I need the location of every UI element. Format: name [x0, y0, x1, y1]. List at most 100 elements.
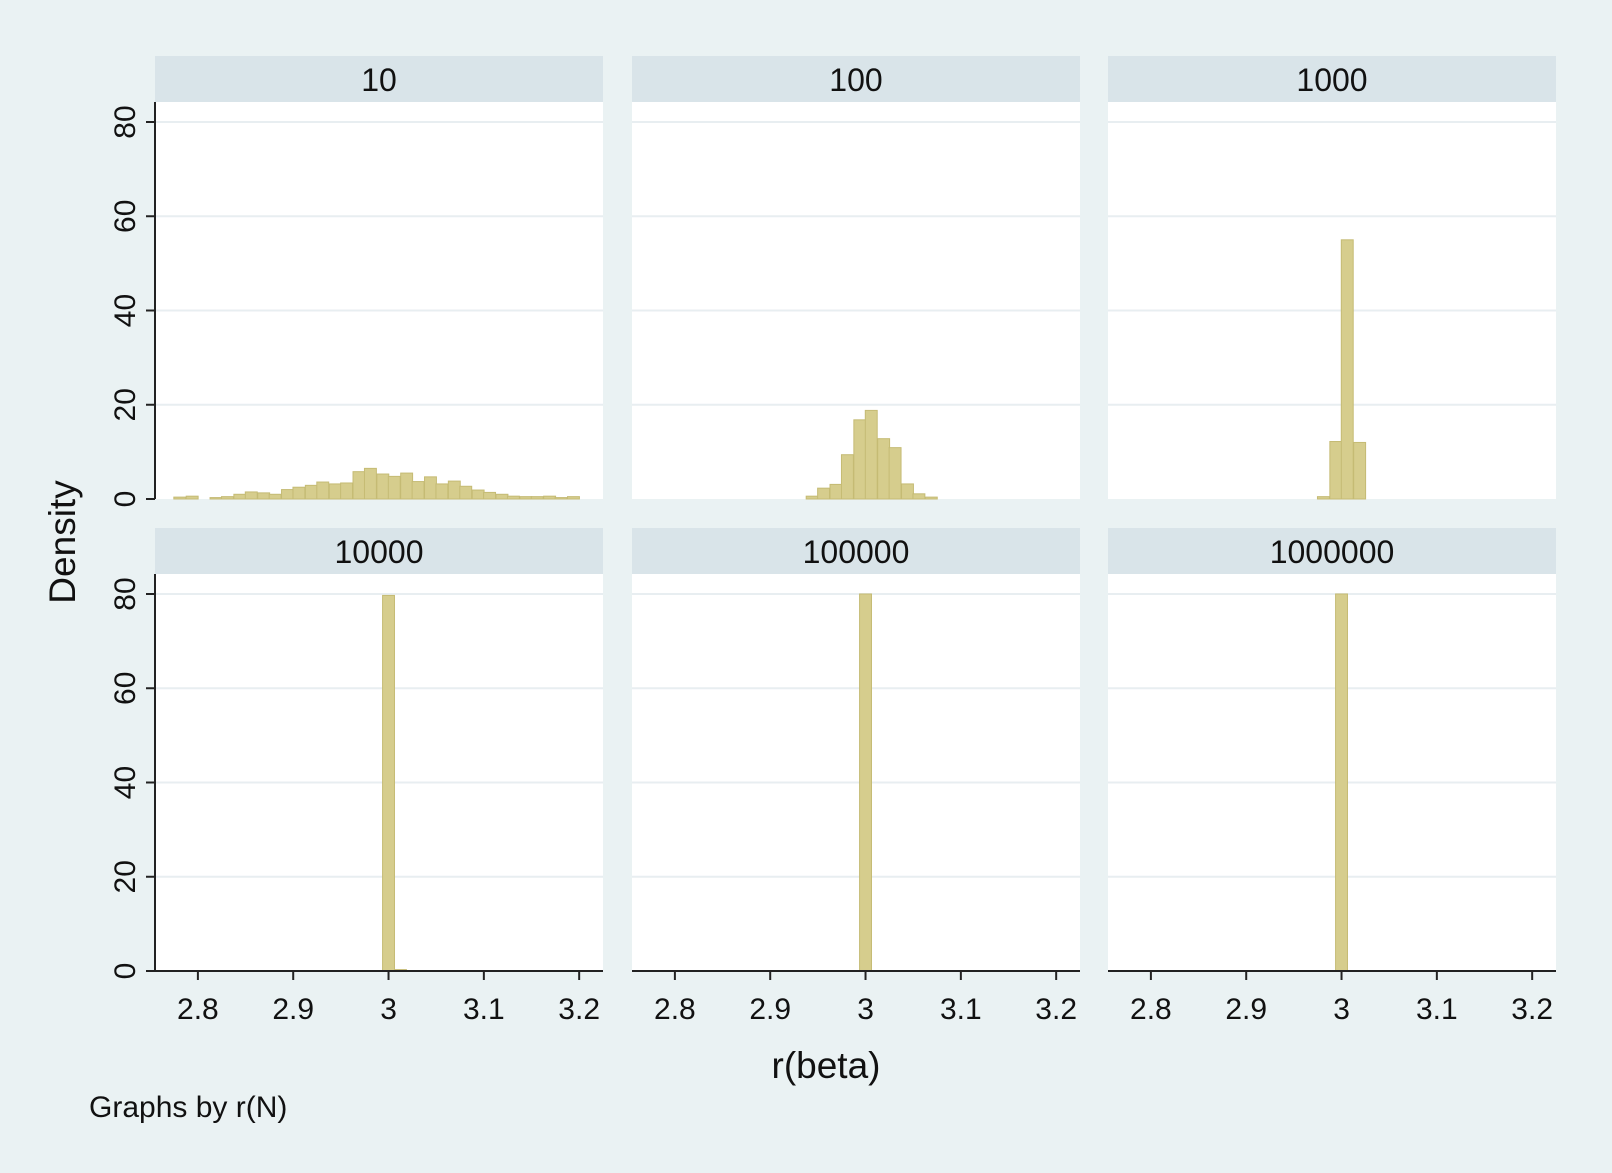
y-tick-label: 60 — [109, 672, 142, 705]
plot-area — [1108, 574, 1556, 971]
x-tick-label: 2.9 — [749, 993, 791, 1026]
histogram-bar — [817, 487, 831, 500]
y-axis-title: Density — [42, 480, 83, 604]
histogram-bar — [304, 484, 318, 500]
strip-label: 100000 — [803, 534, 910, 570]
plot-area — [632, 574, 1080, 971]
histogram-bar — [244, 491, 258, 500]
panel-10: 10 0 20 40 60 80 — [109, 56, 603, 507]
x-tick-label: 3.1 — [463, 993, 505, 1026]
panel-1000: 1000 — [1108, 56, 1556, 500]
histogram-bar — [530, 496, 544, 500]
histogram-bar — [447, 480, 461, 500]
histogram-bar — [1335, 593, 1348, 972]
x-tick-label: 3.1 — [1416, 993, 1458, 1026]
x-tick-label: 3 — [380, 993, 397, 1026]
histogram-bar — [877, 438, 891, 500]
histogram-bar — [185, 495, 199, 500]
histogram-bar — [257, 492, 271, 500]
histogram-bar — [328, 483, 342, 500]
graphs-by-note: Graphs by r(N) — [89, 1091, 287, 1124]
plot-area — [155, 574, 603, 971]
strip-label: 100 — [829, 62, 882, 98]
strip-label: 1000 — [1296, 62, 1367, 98]
x-tick-label: 2.8 — [177, 993, 219, 1026]
y-tick-label: 20 — [109, 860, 142, 893]
strip-label: 10000 — [335, 534, 424, 570]
strip-header — [155, 56, 603, 102]
histogram-bar — [853, 419, 867, 500]
y-tick-label: 80 — [109, 105, 142, 138]
x-tick-label: 3.2 — [1035, 993, 1077, 1026]
histogram-bar — [566, 496, 580, 500]
histogram-bar — [281, 489, 294, 500]
histogram-bar — [924, 496, 938, 500]
histogram-bar — [382, 594, 395, 972]
x-axis-title: r(beta) — [772, 1045, 881, 1086]
x-tick-label: 2.9 — [1225, 993, 1267, 1026]
histogram-bar — [316, 481, 330, 500]
strip-header — [155, 528, 603, 574]
strip-label: 10 — [361, 62, 397, 98]
histogram-bar — [495, 493, 509, 500]
y-tick-label: 0 — [109, 491, 142, 508]
x-tick-label: 3 — [857, 993, 874, 1026]
histogram-bar — [459, 485, 473, 500]
x-tick-label: 2.8 — [1130, 993, 1172, 1026]
histogram-bar — [888, 447, 902, 500]
histogram-bar — [411, 481, 425, 500]
histogram-bar — [387, 475, 401, 500]
histogram-bar — [1353, 441, 1367, 500]
histogram-bar — [1316, 496, 1330, 500]
histogram-bar — [805, 495, 819, 500]
panel-100000: 100000 2.8 2.9 3 3.1 3.2 — [632, 528, 1080, 1026]
strip-label: 1000000 — [1270, 534, 1395, 570]
panel-100: 100 — [632, 56, 1080, 500]
histogram-bar — [340, 482, 354, 500]
strip-header — [1108, 56, 1556, 102]
x-tick-label: 3.2 — [1511, 993, 1553, 1026]
histogram-bar — [233, 493, 247, 500]
strip-header — [632, 56, 1080, 102]
histogram-bar — [220, 496, 234, 500]
histogram-bar — [840, 454, 854, 500]
histogram-bar — [376, 473, 390, 500]
histogram-bar — [173, 496, 187, 500]
y-tick-label: 20 — [109, 388, 142, 421]
strip-header — [1108, 528, 1556, 574]
x-tick-label: 3 — [1333, 993, 1350, 1026]
panel-10000: 10000 0 20 40 60 80 2.8 2.9 3 3.1 3.2 — [109, 528, 603, 1026]
y-tick-label: 40 — [109, 294, 142, 327]
strip-header — [632, 528, 1080, 574]
y-tick-label: 60 — [109, 200, 142, 233]
panel-1000000: 1000000 2.8 2.9 3 3.1 3.2 — [1108, 528, 1556, 1026]
x-tick-label: 2.8 — [654, 993, 696, 1026]
y-tick-label: 80 — [109, 577, 142, 610]
histogram-bar — [901, 483, 914, 500]
x-tick-label: 3.2 — [558, 993, 600, 1026]
x-tick-label: 2.9 — [272, 993, 314, 1026]
histogram-bar — [543, 495, 557, 500]
histogram-bar — [519, 496, 533, 500]
histogram-bar — [400, 472, 414, 500]
y-tick-label: 40 — [109, 766, 142, 799]
histogram-bar — [912, 493, 926, 500]
histogram-bar — [424, 476, 437, 500]
histogram-bar — [506, 495, 520, 500]
histogram-bar — [1329, 441, 1343, 500]
x-tick-label: 3.1 — [940, 993, 982, 1026]
histogram-bar — [435, 483, 449, 500]
histogram-bar — [209, 497, 223, 500]
histogram-bar — [859, 593, 872, 972]
histogram-bar — [554, 497, 568, 500]
histogram-bar — [1340, 239, 1354, 500]
histogram-bar — [363, 467, 377, 500]
plot-area — [1108, 102, 1556, 499]
histogram-bar — [268, 493, 282, 500]
histogram-bar — [471, 489, 485, 500]
plot-area — [155, 102, 603, 499]
histogram-bar — [483, 491, 497, 500]
y-tick-label: 0 — [109, 963, 142, 980]
